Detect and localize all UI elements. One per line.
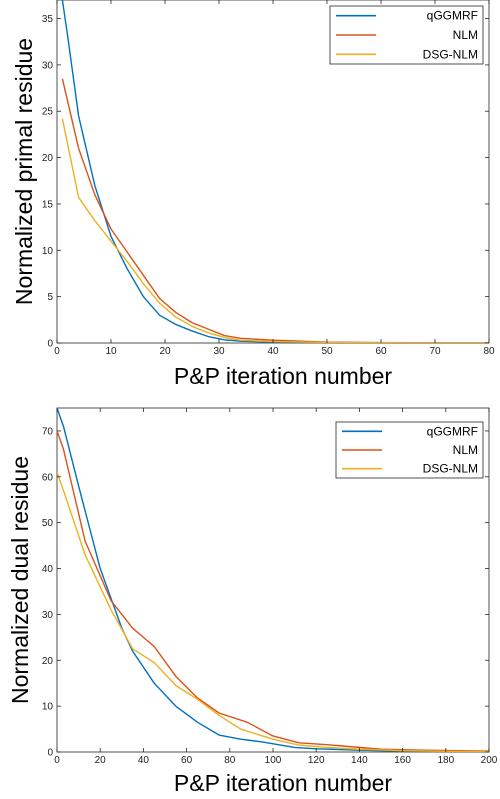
legend-label: DSG-NLM <box>423 47 478 61</box>
y-tick-label: 15 <box>42 199 54 210</box>
x-axis-title: P&P iteration number <box>174 363 393 389</box>
y-tick-label: 5 <box>47 292 53 303</box>
y-tick-label: 0 <box>47 339 53 350</box>
x-tick-label: 40 <box>267 346 279 357</box>
x-tick-label: 140 <box>351 755 368 766</box>
y-tick-label: 30 <box>42 60 54 71</box>
y-tick-label: 60 <box>42 472 54 483</box>
legend-label: qGGMRF <box>427 9 478 23</box>
series-line-dsg-nlm <box>61 118 489 343</box>
y-axis-title: Normalized dual residue <box>7 456 33 704</box>
y-tick-label: 10 <box>42 246 54 257</box>
x-tick-label: 120 <box>308 755 325 766</box>
x-tick-label: 80 <box>483 346 495 357</box>
x-tick-label: 30 <box>213 346 225 357</box>
legend: qGGMRF NLM DSG-NLM <box>329 5 484 65</box>
series-group <box>61 0 489 343</box>
y-tick-label: 40 <box>42 564 54 575</box>
chart-svg: 0 10 20 30 40 50 60 70 80 0 5 10 15 20 25 30 35 P&P itera… <box>11 0 495 389</box>
x-tick-label: 160 <box>394 755 411 766</box>
primal-residue-chart: 0 10 20 30 40 50 60 70 80 0 5 10 15 20 25 30 35 P&P itera… <box>0 0 500 392</box>
x-tick-label: 80 <box>224 755 236 766</box>
x-tick-label: 180 <box>437 755 454 766</box>
series-line-nlm <box>57 430 489 752</box>
y-tick-label: 10 <box>42 702 54 713</box>
y-axis-title: Normalized primal residue <box>11 38 37 305</box>
y-tick-label: 70 <box>42 426 54 437</box>
x-axis-title: P&P iteration number <box>174 770 393 796</box>
series-group <box>57 408 489 752</box>
series-line-dsg-nlm <box>57 471 489 752</box>
x-tick-label: 100 <box>265 755 282 766</box>
series-line-qggmrf <box>57 408 489 752</box>
y-tick-label: 20 <box>42 656 54 667</box>
legend-label: NLM <box>453 28 478 42</box>
legend-label: qGGMRF <box>427 424 478 438</box>
x-tick-label: 20 <box>95 755 107 766</box>
y-tick-label: 50 <box>42 518 54 529</box>
x-tick-label: 10 <box>105 346 117 357</box>
x-tick-label: 70 <box>429 346 441 357</box>
chart-svg: 0 20 40 60 80 100 120 140 160 180 200 0 10 20 30 40 50 60… <box>7 407 498 796</box>
x-tick-label: 50 <box>321 346 333 357</box>
x-tick-label: 200 <box>481 755 498 766</box>
dual-residue-chart: 0 20 40 60 80 100 120 140 160 180 200 0 10 20 30 40 50 60… <box>0 400 500 799</box>
x-tick-label: 60 <box>375 346 387 357</box>
x-tick-label: 0 <box>54 346 60 357</box>
legend: qGGMRF NLM DSG-NLM <box>335 421 484 479</box>
legend-label: NLM <box>453 443 478 457</box>
x-tick-label: 0 <box>54 755 60 766</box>
y-tick-label: 20 <box>42 153 54 164</box>
y-tick-label: 30 <box>42 610 54 621</box>
x-tick-label: 20 <box>159 346 171 357</box>
x-tick-label: 40 <box>138 755 150 766</box>
y-tick-label: 25 <box>42 107 54 118</box>
x-tick-label: 60 <box>181 755 193 766</box>
legend-label: DSG-NLM <box>423 462 478 476</box>
y-tick-label: 0 <box>47 748 53 759</box>
y-tick-label: 35 <box>42 14 54 25</box>
